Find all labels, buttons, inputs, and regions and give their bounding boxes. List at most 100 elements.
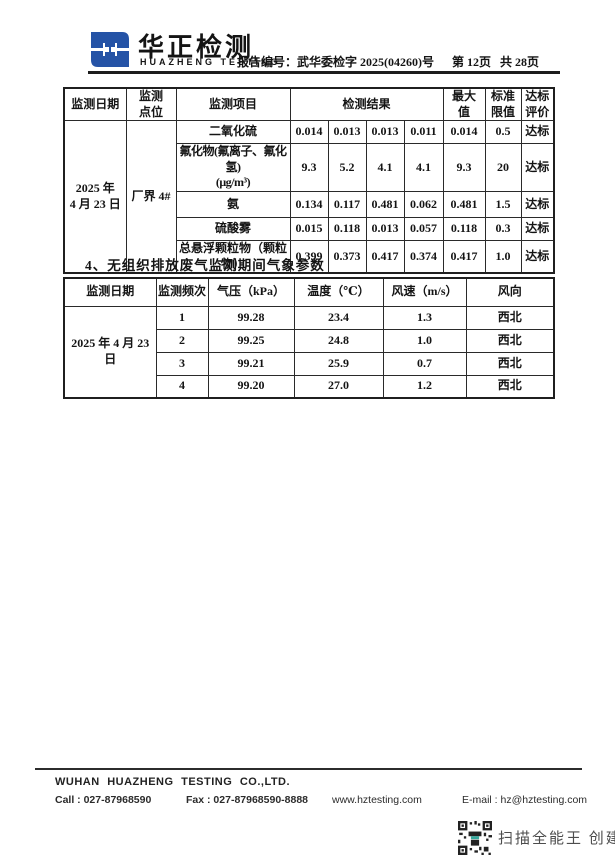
cell-result: 4.1 xyxy=(403,143,444,192)
scanner-credit-text: 扫描全能王 创建 xyxy=(498,831,615,847)
col-header-pressure: 气压（kPa） xyxy=(207,277,295,307)
col-header-eval: 达标 评价 xyxy=(520,87,555,122)
cell-item: 总悬浮颗粒物（颗粒物） xyxy=(175,239,291,274)
cell-wind-direction: 西北 xyxy=(465,305,555,330)
cell-temperature: 23.4 xyxy=(293,305,384,330)
cell-item: 硫酸雾 xyxy=(175,216,291,241)
cell-result: 5.2 xyxy=(327,143,367,192)
table-row: 2025 年 4 月 23 日 1 99.28 23.4 1.3 西北 xyxy=(63,305,555,399)
cell-eval: 达标 xyxy=(520,216,555,241)
cell-result: 0.011 xyxy=(403,120,444,145)
col-header-results: 检测结果 xyxy=(289,87,444,122)
brand-name-en: HUAZHENG TESTING xyxy=(140,57,281,67)
cell-result: 4.1 xyxy=(365,143,405,192)
cell-temperature: 25.9 xyxy=(293,351,384,376)
table-header-row: 监测日期 监测 点位 监测项目 检测结果 最大 值 标准 限值 达标 评价 xyxy=(63,87,555,122)
cell-pressure: 99.25 xyxy=(207,328,295,353)
cell-result: 0.013 xyxy=(365,216,405,241)
col-header-temperature: 温度（℃） xyxy=(293,277,384,307)
cell-result: 0.013 xyxy=(327,120,367,145)
cell-wind-speed: 1.0 xyxy=(382,328,467,353)
cell-result: 0.117 xyxy=(327,190,367,218)
qr-code xyxy=(458,821,492,855)
cell-frequency: 3 xyxy=(155,351,209,376)
cell-max: 0.417 xyxy=(442,239,486,274)
cell-eval: 达标 xyxy=(520,143,555,192)
col-header-max: 最大 值 xyxy=(442,87,486,122)
cell-item: 氨 xyxy=(175,190,291,218)
cell-result: 0.374 xyxy=(403,239,444,274)
table-row: 氨 0.134 0.117 0.481 0.062 0.481 1.5 达标 xyxy=(64,190,555,218)
cell-result: 0.417 xyxy=(365,239,405,274)
cell-result: 0.013 xyxy=(365,120,405,145)
col-header-wind-direction: 风向 xyxy=(465,277,555,307)
cell-pressure: 99.20 xyxy=(207,374,295,399)
emission-monitoring-table: 监测日期 监测 点位 监测项目 检测结果 最大 值 标准 限值 达标 评价 20… xyxy=(63,87,556,275)
website-url: www.hztesting.com xyxy=(332,794,422,806)
cell-max: 0.118 xyxy=(442,216,486,241)
fax-number: Fax : 027-87968590-8888 xyxy=(186,794,309,806)
cell-wind-direction: 西北 xyxy=(465,328,555,353)
cell-wind-direction: 西北 xyxy=(465,374,555,399)
cell-result: 0.481 xyxy=(365,190,405,218)
section-4-title: 4、无组织排放废气监测期间气象参数 xyxy=(85,258,325,273)
col-header-frequency: 监测频次 xyxy=(155,277,209,307)
cell-pressure: 99.28 xyxy=(207,305,295,330)
report-number: 报告编号：武华委检字 2025(04260)号 xyxy=(237,55,434,69)
company-name: WUHAN HUAZHENG TESTING CO.,LTD. xyxy=(55,776,291,788)
cell-monitor-date: 2025 年 4 月 23 日 xyxy=(63,305,157,399)
cell-result: 0.057 xyxy=(403,216,444,241)
cell-max: 0.481 xyxy=(442,190,486,218)
cell-wind-speed: 0.7 xyxy=(382,351,467,376)
cell-result: 0.015 xyxy=(289,216,329,241)
page-indicator: 第 12页 共 28页 xyxy=(452,55,540,69)
cell-eval: 达标 xyxy=(520,239,555,274)
cell-temperature: 27.0 xyxy=(293,374,384,399)
table-row: 2025 年 4 月 23 日 厂界 4# 二氧化硫 0.014 0.013 0… xyxy=(63,120,555,274)
cell-eval: 达标 xyxy=(520,120,555,145)
cell-eval: 达标 xyxy=(520,190,555,218)
cell-pressure: 99.21 xyxy=(207,351,295,376)
cell-item: 二氧化硫 xyxy=(175,120,291,145)
cell-monitor-point: 厂界 4# xyxy=(125,120,177,274)
cell-frequency: 2 xyxy=(155,328,209,353)
footer-divider xyxy=(35,768,582,770)
col-header-item: 监测项目 xyxy=(175,87,291,122)
cell-limit: 20 xyxy=(484,143,522,192)
cell-max: 9.3 xyxy=(442,143,486,192)
table-row: 氟化物(氟离子、氟化氢) (μg/m³) 9.3 5.2 4.1 4.1 9.3… xyxy=(64,143,555,192)
cell-result: 0.118 xyxy=(327,216,367,241)
cell-result: 0.134 xyxy=(289,190,329,218)
cell-limit: 1.0 xyxy=(484,239,522,274)
cell-item: 氟化物(氟离子、氟化氢) (μg/m³) xyxy=(175,143,291,192)
col-header-point: 监测 点位 xyxy=(125,87,177,122)
email-address: E-mail : hz@hztesting.com xyxy=(462,794,588,806)
table-header-row: 监测日期 监测频次 气压（kPa） 温度（℃） 风速（m/s） 风向 xyxy=(63,277,555,307)
cell-result: 0.373 xyxy=(327,239,367,274)
col-header-date: 监测日期 xyxy=(63,87,127,122)
cell-wind-speed: 1.2 xyxy=(382,374,467,399)
cell-result: 0.062 xyxy=(403,190,444,218)
cell-wind-speed: 1.3 xyxy=(382,305,467,330)
table-row: 4 99.20 27.0 1.2 西北 xyxy=(64,374,555,399)
cell-max: 0.014 xyxy=(442,120,486,145)
cell-result: 9.3 xyxy=(289,143,329,192)
table-row: 总悬浮颗粒物（颗粒物） 0.399 0.373 0.417 0.374 0.41… xyxy=(64,239,555,274)
table-row: 2 99.25 24.8 1.0 西北 xyxy=(64,328,555,353)
table-row: 3 99.21 25.9 0.7 西北 xyxy=(64,351,555,376)
cell-frequency: 1 xyxy=(155,305,209,330)
cell-temperature: 24.8 xyxy=(293,328,384,353)
cell-result: 0.014 xyxy=(289,120,329,145)
brand-name-cn: 华正检测 xyxy=(138,33,255,62)
col-header-limit: 标准 限值 xyxy=(484,87,522,122)
cell-limit: 0.3 xyxy=(484,216,522,241)
cell-wind-direction: 西北 xyxy=(465,351,555,376)
header-divider xyxy=(88,71,560,74)
weather-parameters-table: 监测日期 监测频次 气压（kPa） 温度（℃） 风速（m/s） 风向 2025 … xyxy=(63,277,555,399)
cell-limit: 1.5 xyxy=(484,190,522,218)
col-header-date: 监测日期 xyxy=(63,277,157,307)
phone-number: Call : 027-87968590 xyxy=(55,794,152,806)
cell-limit: 0.5 xyxy=(484,120,522,145)
cell-monitor-date: 2025 年 4 月 23 日 xyxy=(63,120,127,274)
